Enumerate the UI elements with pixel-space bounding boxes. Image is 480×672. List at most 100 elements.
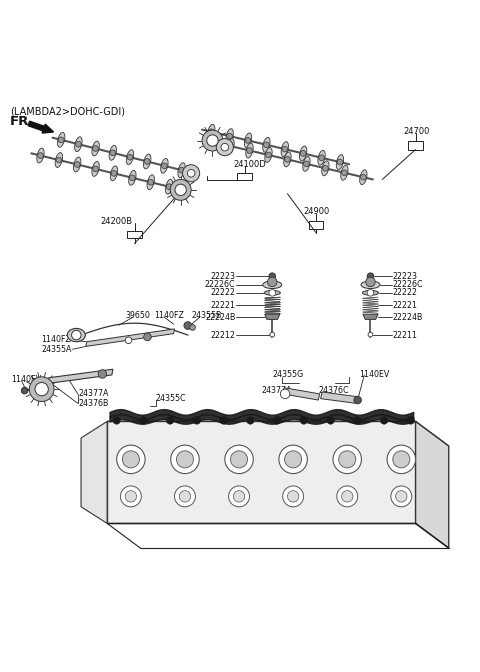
Ellipse shape	[161, 159, 168, 173]
Text: 22226C: 22226C	[205, 280, 235, 289]
Text: FR.: FR.	[10, 115, 35, 128]
Ellipse shape	[360, 170, 367, 185]
Circle shape	[283, 486, 303, 507]
Circle shape	[167, 417, 174, 424]
Circle shape	[184, 322, 192, 329]
Circle shape	[267, 277, 277, 287]
Circle shape	[179, 167, 184, 173]
Circle shape	[368, 332, 373, 337]
Circle shape	[125, 491, 137, 502]
Polygon shape	[283, 388, 320, 400]
Circle shape	[366, 277, 375, 287]
Circle shape	[193, 417, 201, 424]
Text: 22221: 22221	[393, 300, 418, 310]
Text: 24900: 24900	[303, 207, 330, 216]
Circle shape	[393, 451, 410, 468]
Ellipse shape	[263, 137, 270, 152]
Circle shape	[98, 370, 107, 378]
Circle shape	[59, 137, 64, 142]
Circle shape	[228, 486, 250, 507]
Circle shape	[230, 451, 248, 468]
Text: (LAMBDA2>DOHC-GDI): (LAMBDA2>DOHC-GDI)	[10, 107, 125, 116]
Text: 22221: 22221	[210, 300, 235, 310]
Circle shape	[279, 445, 307, 474]
Text: 22211: 22211	[393, 331, 418, 339]
Ellipse shape	[361, 281, 380, 288]
Ellipse shape	[226, 128, 233, 144]
Circle shape	[93, 146, 98, 151]
Text: 24355G: 24355G	[272, 370, 303, 380]
Text: 24700: 24700	[404, 126, 430, 136]
Circle shape	[74, 161, 80, 167]
Ellipse shape	[73, 157, 81, 172]
Polygon shape	[107, 421, 416, 523]
Circle shape	[264, 142, 269, 148]
Text: 22226C: 22226C	[393, 280, 423, 289]
Text: 24376B: 24376B	[79, 399, 109, 408]
Ellipse shape	[144, 154, 151, 169]
Circle shape	[187, 169, 195, 177]
Circle shape	[407, 417, 415, 424]
Ellipse shape	[55, 153, 62, 167]
Text: 22223: 22223	[393, 271, 418, 281]
Circle shape	[202, 130, 223, 151]
Circle shape	[220, 417, 228, 424]
Ellipse shape	[284, 152, 291, 167]
Circle shape	[190, 325, 195, 331]
Polygon shape	[86, 329, 175, 347]
Circle shape	[208, 129, 214, 134]
Polygon shape	[107, 421, 449, 446]
Ellipse shape	[110, 166, 118, 181]
Circle shape	[354, 417, 361, 424]
Text: 22224B: 22224B	[393, 312, 423, 321]
Bar	[237, 173, 252, 180]
Ellipse shape	[92, 161, 99, 176]
Text: 22212: 22212	[210, 331, 235, 339]
Ellipse shape	[336, 155, 344, 169]
Ellipse shape	[37, 148, 44, 163]
Text: 1140FZ: 1140FZ	[42, 335, 72, 344]
Circle shape	[177, 451, 193, 468]
Circle shape	[162, 163, 167, 169]
Circle shape	[228, 143, 233, 149]
Circle shape	[337, 486, 358, 507]
Ellipse shape	[303, 157, 310, 171]
Text: 22222: 22222	[210, 288, 235, 297]
Circle shape	[171, 445, 199, 474]
Circle shape	[110, 150, 116, 156]
Circle shape	[337, 159, 343, 165]
Text: 1140EV: 1140EV	[12, 375, 42, 384]
Circle shape	[396, 491, 407, 502]
Circle shape	[93, 166, 98, 172]
Circle shape	[113, 417, 120, 424]
Polygon shape	[363, 314, 378, 319]
Circle shape	[245, 138, 251, 143]
Text: 24355B: 24355B	[192, 311, 222, 320]
Circle shape	[319, 155, 324, 161]
Circle shape	[269, 290, 276, 296]
Circle shape	[21, 387, 28, 394]
Circle shape	[227, 133, 232, 139]
Circle shape	[247, 417, 254, 424]
Circle shape	[300, 151, 306, 157]
Circle shape	[120, 486, 141, 507]
Circle shape	[166, 184, 172, 190]
Circle shape	[270, 332, 275, 337]
Circle shape	[144, 333, 151, 341]
Circle shape	[179, 491, 191, 502]
Ellipse shape	[300, 146, 307, 161]
Circle shape	[127, 155, 133, 160]
Polygon shape	[416, 421, 449, 548]
Ellipse shape	[126, 150, 134, 165]
Ellipse shape	[263, 281, 282, 288]
Circle shape	[130, 175, 135, 181]
Bar	[127, 230, 142, 239]
Ellipse shape	[166, 179, 173, 194]
Text: 24200B: 24200B	[100, 216, 132, 226]
Circle shape	[288, 491, 299, 502]
Ellipse shape	[178, 163, 185, 177]
Circle shape	[125, 337, 132, 343]
Text: 24376C: 24376C	[318, 386, 349, 395]
Circle shape	[175, 184, 186, 196]
Circle shape	[75, 141, 81, 147]
